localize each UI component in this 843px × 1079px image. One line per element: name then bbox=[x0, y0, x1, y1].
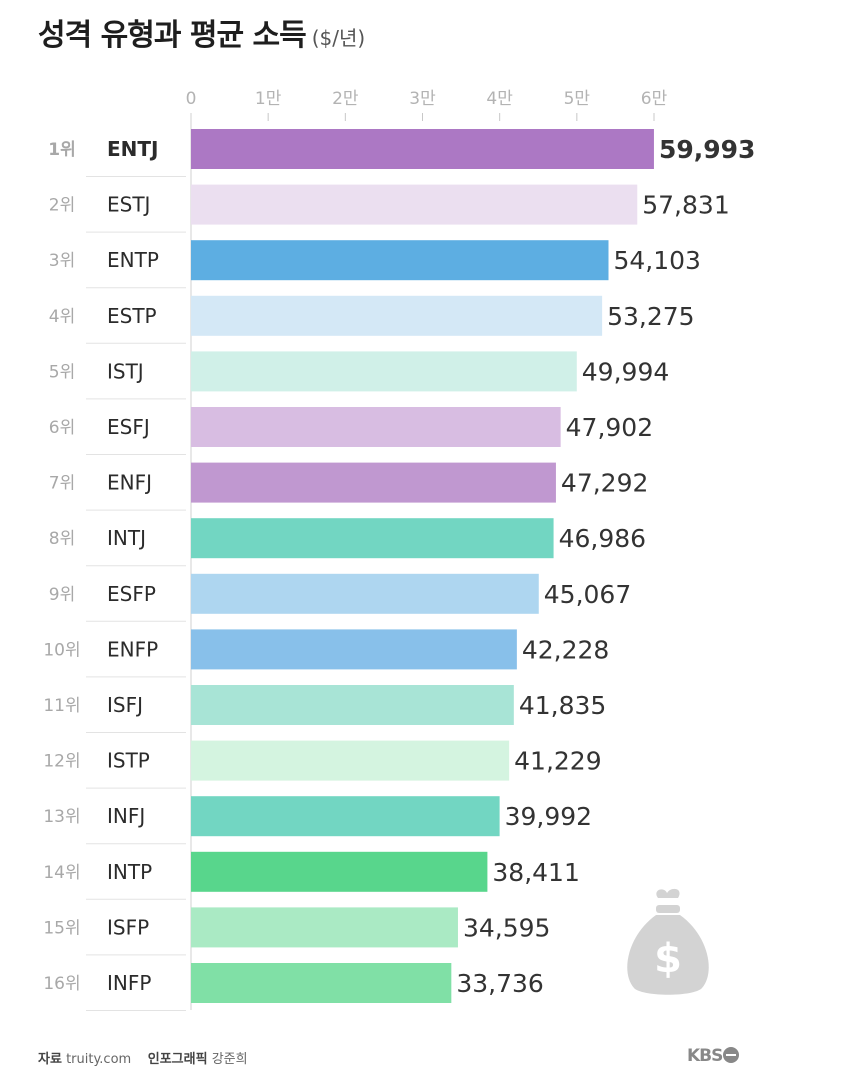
type-label: ISTP bbox=[107, 749, 150, 773]
x-tick-label: 6만 bbox=[641, 89, 668, 109]
bar-intp bbox=[191, 851, 488, 892]
rank-label: 5위 bbox=[49, 362, 75, 382]
footer: 자료 truity.com 인포그래픽 강준희 bbox=[38, 1048, 248, 1067]
type-label: ENTP bbox=[107, 248, 159, 272]
rank-label: 12위 bbox=[43, 752, 80, 772]
bar-enfj bbox=[191, 462, 556, 503]
x-tick-label: 0 bbox=[186, 89, 197, 109]
value-label: 53,275 bbox=[607, 302, 694, 331]
type-label: ESFJ bbox=[107, 415, 150, 439]
bar-entj bbox=[191, 129, 654, 169]
bar-esfp bbox=[191, 573, 539, 614]
rank-label: 13위 bbox=[43, 807, 80, 827]
bar-estj bbox=[191, 184, 638, 225]
x-tick-label: 5만 bbox=[564, 89, 591, 109]
rank-label: 10위 bbox=[43, 640, 80, 660]
type-label: ISFJ bbox=[107, 693, 143, 717]
bar-infp bbox=[191, 963, 452, 1003]
bar-intj bbox=[191, 518, 554, 559]
bar-estp bbox=[191, 295, 603, 336]
credit-value: 강준희 bbox=[211, 1052, 248, 1067]
rank-label: 3위 bbox=[49, 251, 75, 271]
x-tick-label: 2만 bbox=[332, 89, 359, 109]
rank-label: 8위 bbox=[49, 529, 75, 549]
value-label: 45,067 bbox=[544, 580, 631, 609]
source-key: 자료 bbox=[38, 1052, 62, 1067]
rank-label: 14위 bbox=[43, 863, 80, 883]
chart-unit: ($/년) bbox=[311, 26, 366, 50]
value-label: 39,992 bbox=[505, 802, 592, 831]
type-label: ENFP bbox=[107, 637, 158, 661]
type-label: ISFP bbox=[107, 915, 149, 939]
type-label: ENTJ bbox=[107, 137, 158, 161]
type-label: INTP bbox=[107, 860, 152, 884]
bar-istp bbox=[191, 740, 510, 781]
value-label: 54,103 bbox=[613, 246, 700, 275]
value-label: 42,228 bbox=[522, 635, 609, 664]
value-label: 47,292 bbox=[561, 469, 648, 498]
value-label: 33,736 bbox=[456, 969, 543, 998]
type-label: ENFJ bbox=[107, 471, 152, 495]
kbs-logo: KBS bbox=[687, 1046, 740, 1066]
value-label: 57,831 bbox=[642, 191, 729, 220]
type-label: INFJ bbox=[107, 804, 145, 828]
type-label: ESTP bbox=[107, 304, 157, 328]
rank-label: 4위 bbox=[49, 307, 75, 327]
x-tick-label: 1만 bbox=[255, 89, 282, 109]
money-bag-icon: $ bbox=[627, 888, 709, 995]
bar-esfj bbox=[191, 407, 561, 447]
rank-label: 2위 bbox=[49, 196, 75, 216]
value-label: 38,411 bbox=[492, 858, 579, 887]
bar-entp bbox=[191, 240, 609, 281]
bar-chart: 0 1만 2만 3만 4만 5만 6만 1위 ENTJ 59,993 2위 ESTJ 57,831 3위… bbox=[43, 89, 755, 1011]
bar-istj bbox=[191, 351, 577, 392]
bar-isfp bbox=[191, 907, 458, 948]
kbs-logo-mark bbox=[723, 1047, 740, 1063]
type-label: ISTJ bbox=[107, 359, 144, 383]
money-bag-symbol: $ bbox=[654, 936, 682, 982]
type-label: ESFP bbox=[107, 582, 156, 606]
type-label: INFP bbox=[107, 971, 151, 995]
value-label: 46,986 bbox=[559, 524, 646, 553]
value-label: 49,994 bbox=[582, 357, 669, 386]
source-value: truity.com bbox=[66, 1052, 132, 1067]
rank-label: 11위 bbox=[43, 696, 80, 716]
rank-label: 15위 bbox=[43, 918, 80, 938]
bar-enfp bbox=[191, 629, 517, 670]
bar-infj bbox=[191, 796, 500, 837]
chart-title-block: 성격 유형과 평균 소득 ($/년) bbox=[38, 10, 365, 54]
bar-isfj bbox=[191, 685, 514, 725]
rank-label: 1위 bbox=[48, 140, 75, 160]
rank-label: 9위 bbox=[49, 585, 75, 605]
value-label: 41,229 bbox=[514, 747, 601, 776]
type-label: INTJ bbox=[107, 526, 146, 550]
value-label: 41,835 bbox=[519, 691, 606, 720]
rank-label: 7위 bbox=[49, 474, 75, 494]
value-label: 59,993 bbox=[659, 135, 755, 164]
value-label: 47,902 bbox=[566, 413, 653, 442]
x-tick-label: 4만 bbox=[486, 89, 513, 109]
rank-label: 6위 bbox=[49, 418, 75, 438]
rank-label: 16위 bbox=[43, 974, 80, 994]
chart-title: 성격 유형과 평균 소득 bbox=[38, 18, 307, 53]
x-tick-label: 3만 bbox=[409, 89, 436, 109]
credit-key: 인포그래픽 bbox=[147, 1052, 208, 1067]
value-label: 34,595 bbox=[463, 913, 550, 942]
type-label: ESTJ bbox=[107, 193, 150, 217]
kbs-logo-text: KBS bbox=[687, 1046, 723, 1066]
